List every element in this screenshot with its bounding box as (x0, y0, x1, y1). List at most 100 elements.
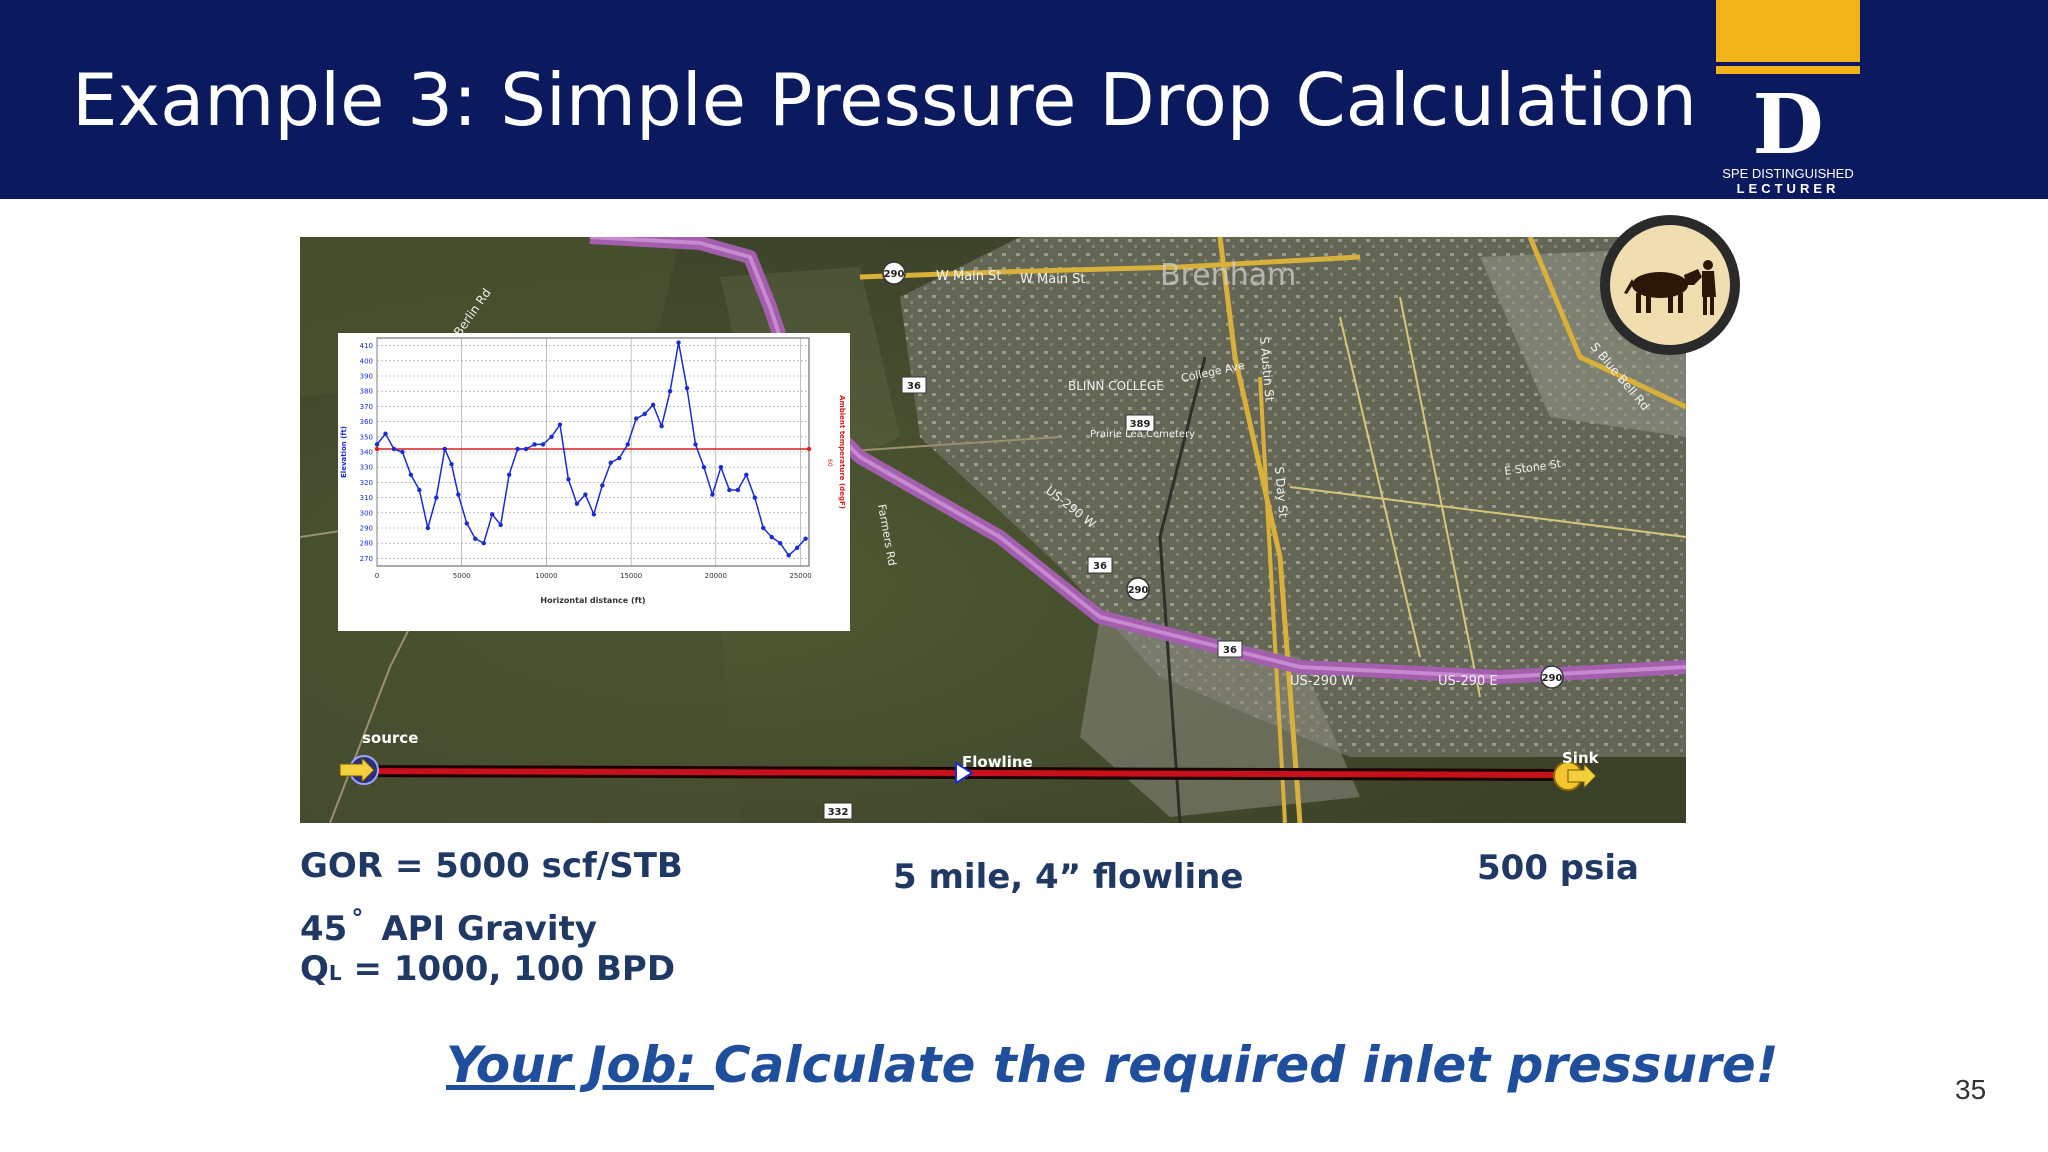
shield-36-b: 36 (1087, 556, 1113, 574)
elevation-point (735, 487, 741, 493)
elevation-point (650, 402, 656, 408)
flowline-spec: 5 mile, 4” flowline (893, 857, 1244, 897)
y-tick-label: 390 (360, 373, 373, 381)
elevation-point (549, 434, 554, 439)
q-subscript: L (328, 961, 342, 985)
y-tick-label: 270 (360, 555, 373, 563)
label-main-st-2: W Main St (1020, 272, 1086, 287)
logo-text-line1: SPE DISTINGUISHED (1722, 166, 1854, 181)
svg-text:290: 290 (884, 269, 905, 280)
elevation-point (659, 423, 664, 429)
elevation-point (557, 422, 563, 427)
elevation-point (634, 416, 639, 421)
elevation-point (515, 446, 520, 452)
elevation-point (408, 472, 414, 477)
svg-text:36: 36 (1093, 561, 1107, 572)
y-tick-label: 280 (360, 540, 373, 548)
temperature-point (806, 446, 812, 452)
y-tick-label: 370 (360, 403, 373, 411)
y-tick-label: 290 (360, 525, 373, 533)
shield-290-east: 290 (1540, 665, 1564, 689)
road-day (1258, 376, 1287, 823)
y-axis-label: Elevation (ft) (340, 426, 348, 478)
series-elevation-line (376, 342, 807, 557)
road-blue-bell (1527, 237, 1686, 410)
elevation-point (752, 495, 757, 500)
page-number: 35 (1955, 1074, 1987, 1105)
elevation-point (391, 446, 397, 452)
road-minor (1339, 316, 1421, 658)
elevation-point (718, 465, 724, 470)
q-symbol: Q (300, 949, 329, 989)
liquid-rate-line: QL = 1000, 100 BPD (300, 944, 675, 999)
elevation-point (574, 501, 580, 506)
elevation-point (434, 495, 439, 500)
label-blinn-college: BLINN COLLEGE (1068, 379, 1164, 393)
x-tick-label: 10000 (535, 572, 557, 580)
town-area (900, 237, 1686, 757)
elevation-point (608, 460, 613, 465)
road-minor (1399, 296, 1481, 698)
label-source: source (362, 729, 418, 747)
y-tick-label: 340 (360, 449, 373, 457)
elevation-point (803, 536, 808, 541)
task-statement: Your Job: Calculate the required inlet p… (446, 1030, 1778, 1100)
elevation-point (786, 553, 791, 558)
shield-332: 332 (823, 802, 853, 820)
api-label: API Gravity (381, 909, 597, 949)
sink-node (1553, 761, 1597, 791)
task-lead: Your Job: (446, 1036, 714, 1094)
title-banner (0, 0, 2048, 199)
svg-text:36: 36 (1223, 645, 1237, 656)
y-tick-label: 330 (360, 464, 373, 472)
elevation-point (617, 455, 622, 461)
elevation-point (710, 492, 715, 497)
temperature-point (374, 446, 380, 452)
label-flowline: Flowline (962, 753, 1033, 771)
shield-36-c: 36 (1217, 640, 1243, 658)
elevation-point (540, 442, 546, 447)
elevation-point (693, 442, 698, 447)
elevation-point (449, 461, 454, 467)
elevation-point (761, 525, 766, 531)
x-axis-label: Horizontal distance (ft) (540, 596, 645, 605)
y-tick-label: 300 (360, 509, 373, 517)
railway (1158, 356, 1207, 823)
label-brenham: Brenham (1160, 258, 1296, 293)
y-tick-label: 310 (360, 494, 373, 502)
x-tick-label: 20000 (705, 572, 727, 580)
shield-36-a: 36 (901, 376, 927, 394)
series-elevation-points (374, 340, 808, 558)
x-tick-label: 5000 (453, 572, 471, 580)
y-tick-label: 350 (360, 433, 373, 441)
elevation-point (383, 431, 388, 436)
elevation-point (473, 536, 478, 541)
source-node (339, 755, 379, 785)
task-text: Calculate the required inlet pressure! (713, 1036, 1779, 1094)
outlet-pressure: 500 psia (1477, 848, 1639, 888)
api-value: 45 (300, 909, 348, 949)
elevation-point (625, 442, 630, 447)
elevation-point (583, 492, 588, 497)
elevation-point (523, 446, 529, 452)
shield-389: 389 (1125, 414, 1155, 432)
elevation-point (464, 521, 469, 526)
logo-gold-line (1716, 66, 1860, 74)
y-tick-label: 400 (360, 357, 373, 365)
svg-text:290: 290 (1128, 585, 1149, 596)
degree-symbol: ° (351, 904, 364, 932)
elevation-point (684, 385, 690, 391)
road-main (859, 254, 1361, 280)
logo-text-line2: LECTURER (1736, 181, 1840, 196)
y2-axis-label: Ambient temperature (degF) (838, 395, 846, 509)
cattle-drive-badge (1600, 215, 1740, 355)
y2-tick-label: 60 (826, 459, 833, 467)
elevation-profile-chart: 270 280 290 300 310 320 330 340 350 360 370 380 390 4… (338, 333, 850, 631)
elevation-point (498, 522, 503, 528)
label-austin-st: S Austin St (1257, 336, 1277, 403)
elevation-point (667, 389, 673, 394)
us-290-route-core (589, 237, 1686, 679)
elevation-point (794, 545, 800, 550)
q-value: = 1000, 100 BPD (341, 949, 676, 989)
flowline-arrow-node (955, 761, 974, 785)
